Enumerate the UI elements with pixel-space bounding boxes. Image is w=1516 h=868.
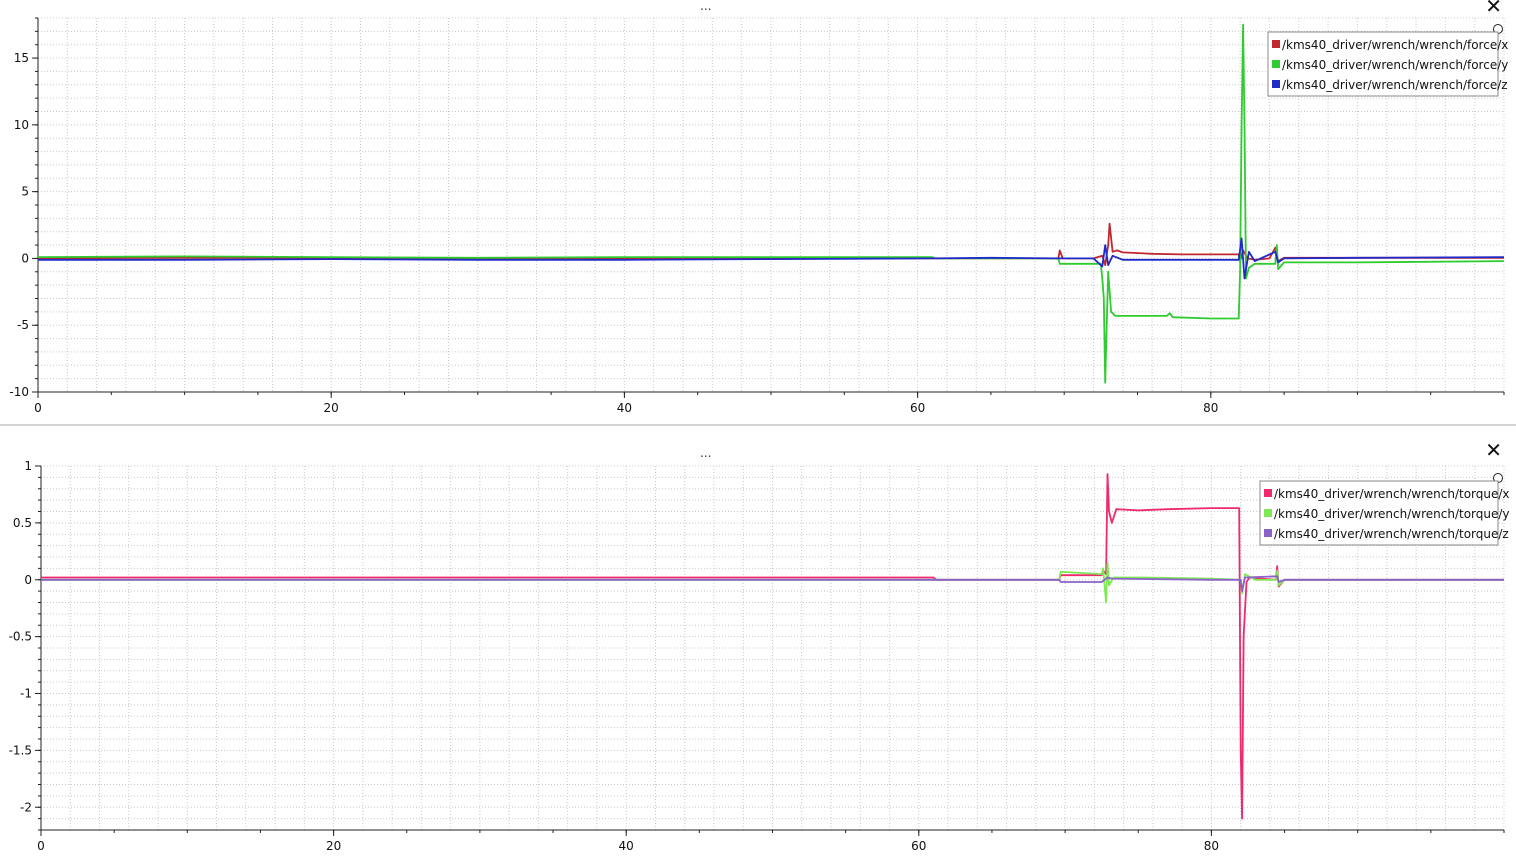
y-tick-label: 0.5	[13, 516, 32, 530]
legend-label: /kms40_driver/wrench/wrench/force/y	[1282, 58, 1508, 72]
series-line	[38, 237, 1504, 280]
x-tick-label: 0	[34, 401, 42, 415]
series-group	[41, 473, 1504, 820]
legend-label: /kms40_driver/wrench/wrench/force/x	[1282, 38, 1508, 52]
y-tick-label: -5	[17, 318, 29, 332]
y-tick-label: 5	[21, 185, 29, 199]
y-tick-label: 15	[14, 51, 29, 65]
legend-box	[1259, 480, 1499, 546]
series-line	[41, 575, 1504, 592]
legend-swatch	[1272, 40, 1280, 48]
series-group	[38, 23, 1504, 384]
x-tick-label: 80	[1204, 839, 1219, 853]
y-tick-label: 10	[14, 118, 29, 132]
legend-swatch	[1264, 509, 1272, 517]
x-tick-label: 80	[1203, 401, 1218, 415]
x-tick-label: 40	[619, 839, 634, 853]
close-icon[interactable]: ✕	[1485, 438, 1502, 462]
legend-swatch	[1272, 80, 1280, 88]
legend[interactable]: /kms40_driver/wrench/wrench/force/x/kms4…	[1267, 31, 1508, 97]
y-tick-label: -0.5	[9, 630, 32, 644]
legend-swatch	[1272, 60, 1280, 68]
force-plot[interactable]: -10 -5 0 5 10 15 0 20 40 60 80/kms40_driver/wrench…	[0, 0, 1516, 424]
legend-swatch	[1264, 529, 1272, 537]
legend-label: /kms40_driver/wrench/wrench/torque/z	[1274, 527, 1509, 541]
drag-handle[interactable]: ...	[700, 0, 712, 13]
x-tick-label: 60	[910, 401, 925, 415]
force-plot-panel: -10 -5 0 5 10 15 0 20 40 60 80/kms40_driver/wrench…	[0, 0, 1516, 424]
legend-box	[1267, 31, 1499, 97]
y-tick-label: 1	[24, 459, 32, 473]
legend-swatch	[1264, 489, 1272, 497]
x-tick-label: 20	[326, 839, 341, 853]
y-tick-label: -1	[20, 687, 32, 701]
torque-plot-panel: 1 0.5 0 -0.5 -1 -1.5 -2 0 20 40 60 80/kms40_driver/…	[0, 426, 1516, 868]
x-tick-label: 0	[37, 839, 45, 853]
drag-handle[interactable]: ...	[700, 446, 712, 460]
legend-label: /kms40_driver/wrench/wrench/torque/x	[1274, 487, 1510, 501]
x-tick-label: 40	[617, 401, 632, 415]
legend-label: /kms40_driver/wrench/wrench/force/z	[1282, 78, 1508, 92]
y-tick-label: 0	[24, 573, 32, 587]
x-tick-label: 20	[324, 401, 339, 415]
y-tick-label: -1.5	[9, 743, 32, 757]
y-tick-label: -2	[20, 800, 32, 814]
y-tick-label: 0	[21, 251, 29, 265]
legend-label: /kms40_driver/wrench/wrench/torque/y	[1274, 507, 1510, 521]
panel-divider[interactable]	[0, 424, 1516, 426]
torque-plot[interactable]: 1 0.5 0 -0.5 -1 -1.5 -2 0 20 40 60 80/kms40_driver/…	[0, 426, 1516, 868]
y-tick-label: -10	[9, 385, 29, 399]
close-icon[interactable]: ✕	[1485, 0, 1502, 18]
legend[interactable]: /kms40_driver/wrench/wrench/torque/x/kms…	[1259, 480, 1510, 546]
x-tick-label: 60	[911, 839, 926, 853]
